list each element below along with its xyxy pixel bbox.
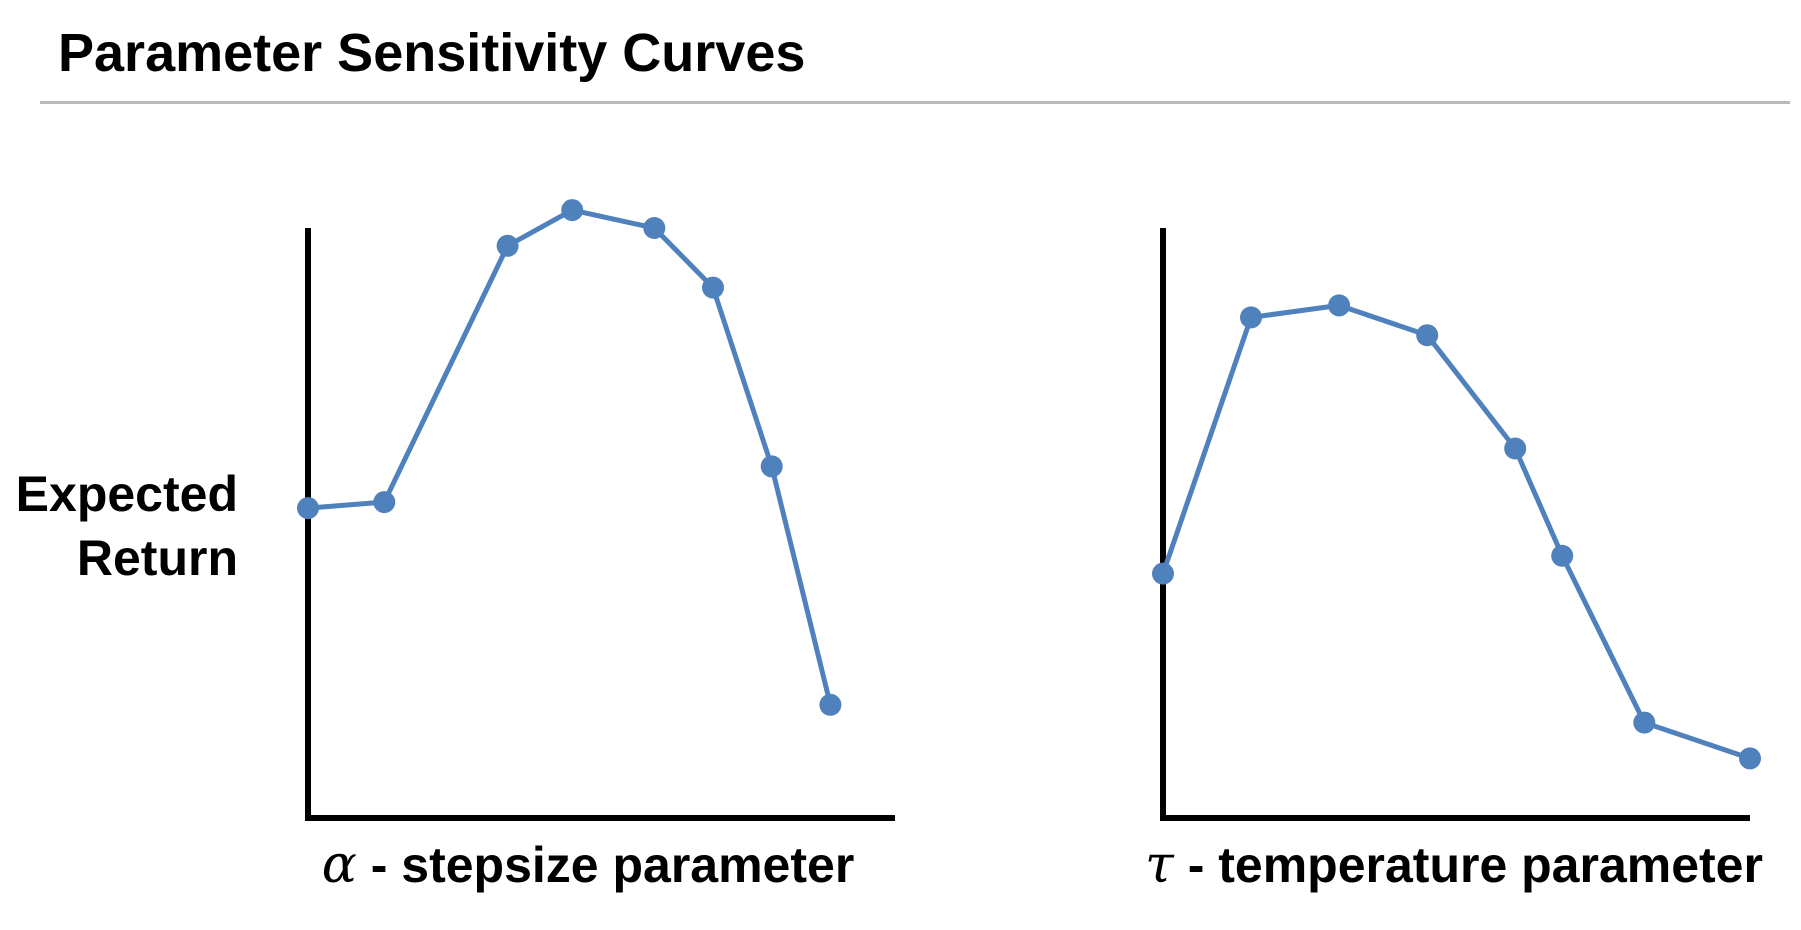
temperature-data-point xyxy=(1152,562,1174,585)
stepsize-chart-axes xyxy=(305,228,895,821)
stepsize-series-points xyxy=(297,199,842,716)
temperature-x-axis-label-text: - temperature parameter xyxy=(1174,837,1763,893)
temperature-series-line xyxy=(1160,302,1753,761)
temperature-data-point xyxy=(1504,437,1527,460)
stepsize-chart: α - stepsize parameter xyxy=(297,199,895,895)
temperature-data-point xyxy=(1633,711,1656,734)
alpha-symbol: α xyxy=(322,835,357,895)
temperature-data-point xyxy=(1328,294,1351,317)
y-axis-label-line-1: Expected xyxy=(15,466,238,522)
stepsize-data-point xyxy=(819,693,842,716)
y-axis-label-line-2: Return xyxy=(76,530,238,586)
temperature-chart-axes xyxy=(1160,228,1750,821)
tau-symbol: τ xyxy=(1145,835,1175,895)
temperature-x-axis-label: τ - temperature parameter xyxy=(1145,835,1763,895)
stepsize-data-point xyxy=(702,276,724,299)
stepsize-data-point xyxy=(643,217,666,239)
temperature-chart: τ - temperature parameter xyxy=(1145,228,1763,895)
temperature-data-point xyxy=(1551,544,1574,567)
stepsize-data-point xyxy=(496,234,519,257)
temperature-series-points xyxy=(1152,294,1761,770)
stepsize-data-point xyxy=(561,199,584,222)
y-axis-label: Expected Return xyxy=(0,462,238,590)
stepsize-data-point xyxy=(373,491,396,514)
stepsize-data-point xyxy=(297,497,319,520)
stepsize-x-axis-label: α - stepsize parameter xyxy=(322,835,855,895)
page-title: Parameter Sensitivity Curves xyxy=(58,23,806,83)
temperature-data-point xyxy=(1739,747,1761,770)
temperature-data-point xyxy=(1416,324,1439,347)
stepsize-series-line xyxy=(305,207,833,708)
temperature-data-point xyxy=(1240,306,1262,329)
title-divider xyxy=(40,101,1790,104)
stepsize-x-axis-label-text: - stepsize parameter xyxy=(357,837,854,893)
stepsize-data-point xyxy=(760,455,783,478)
